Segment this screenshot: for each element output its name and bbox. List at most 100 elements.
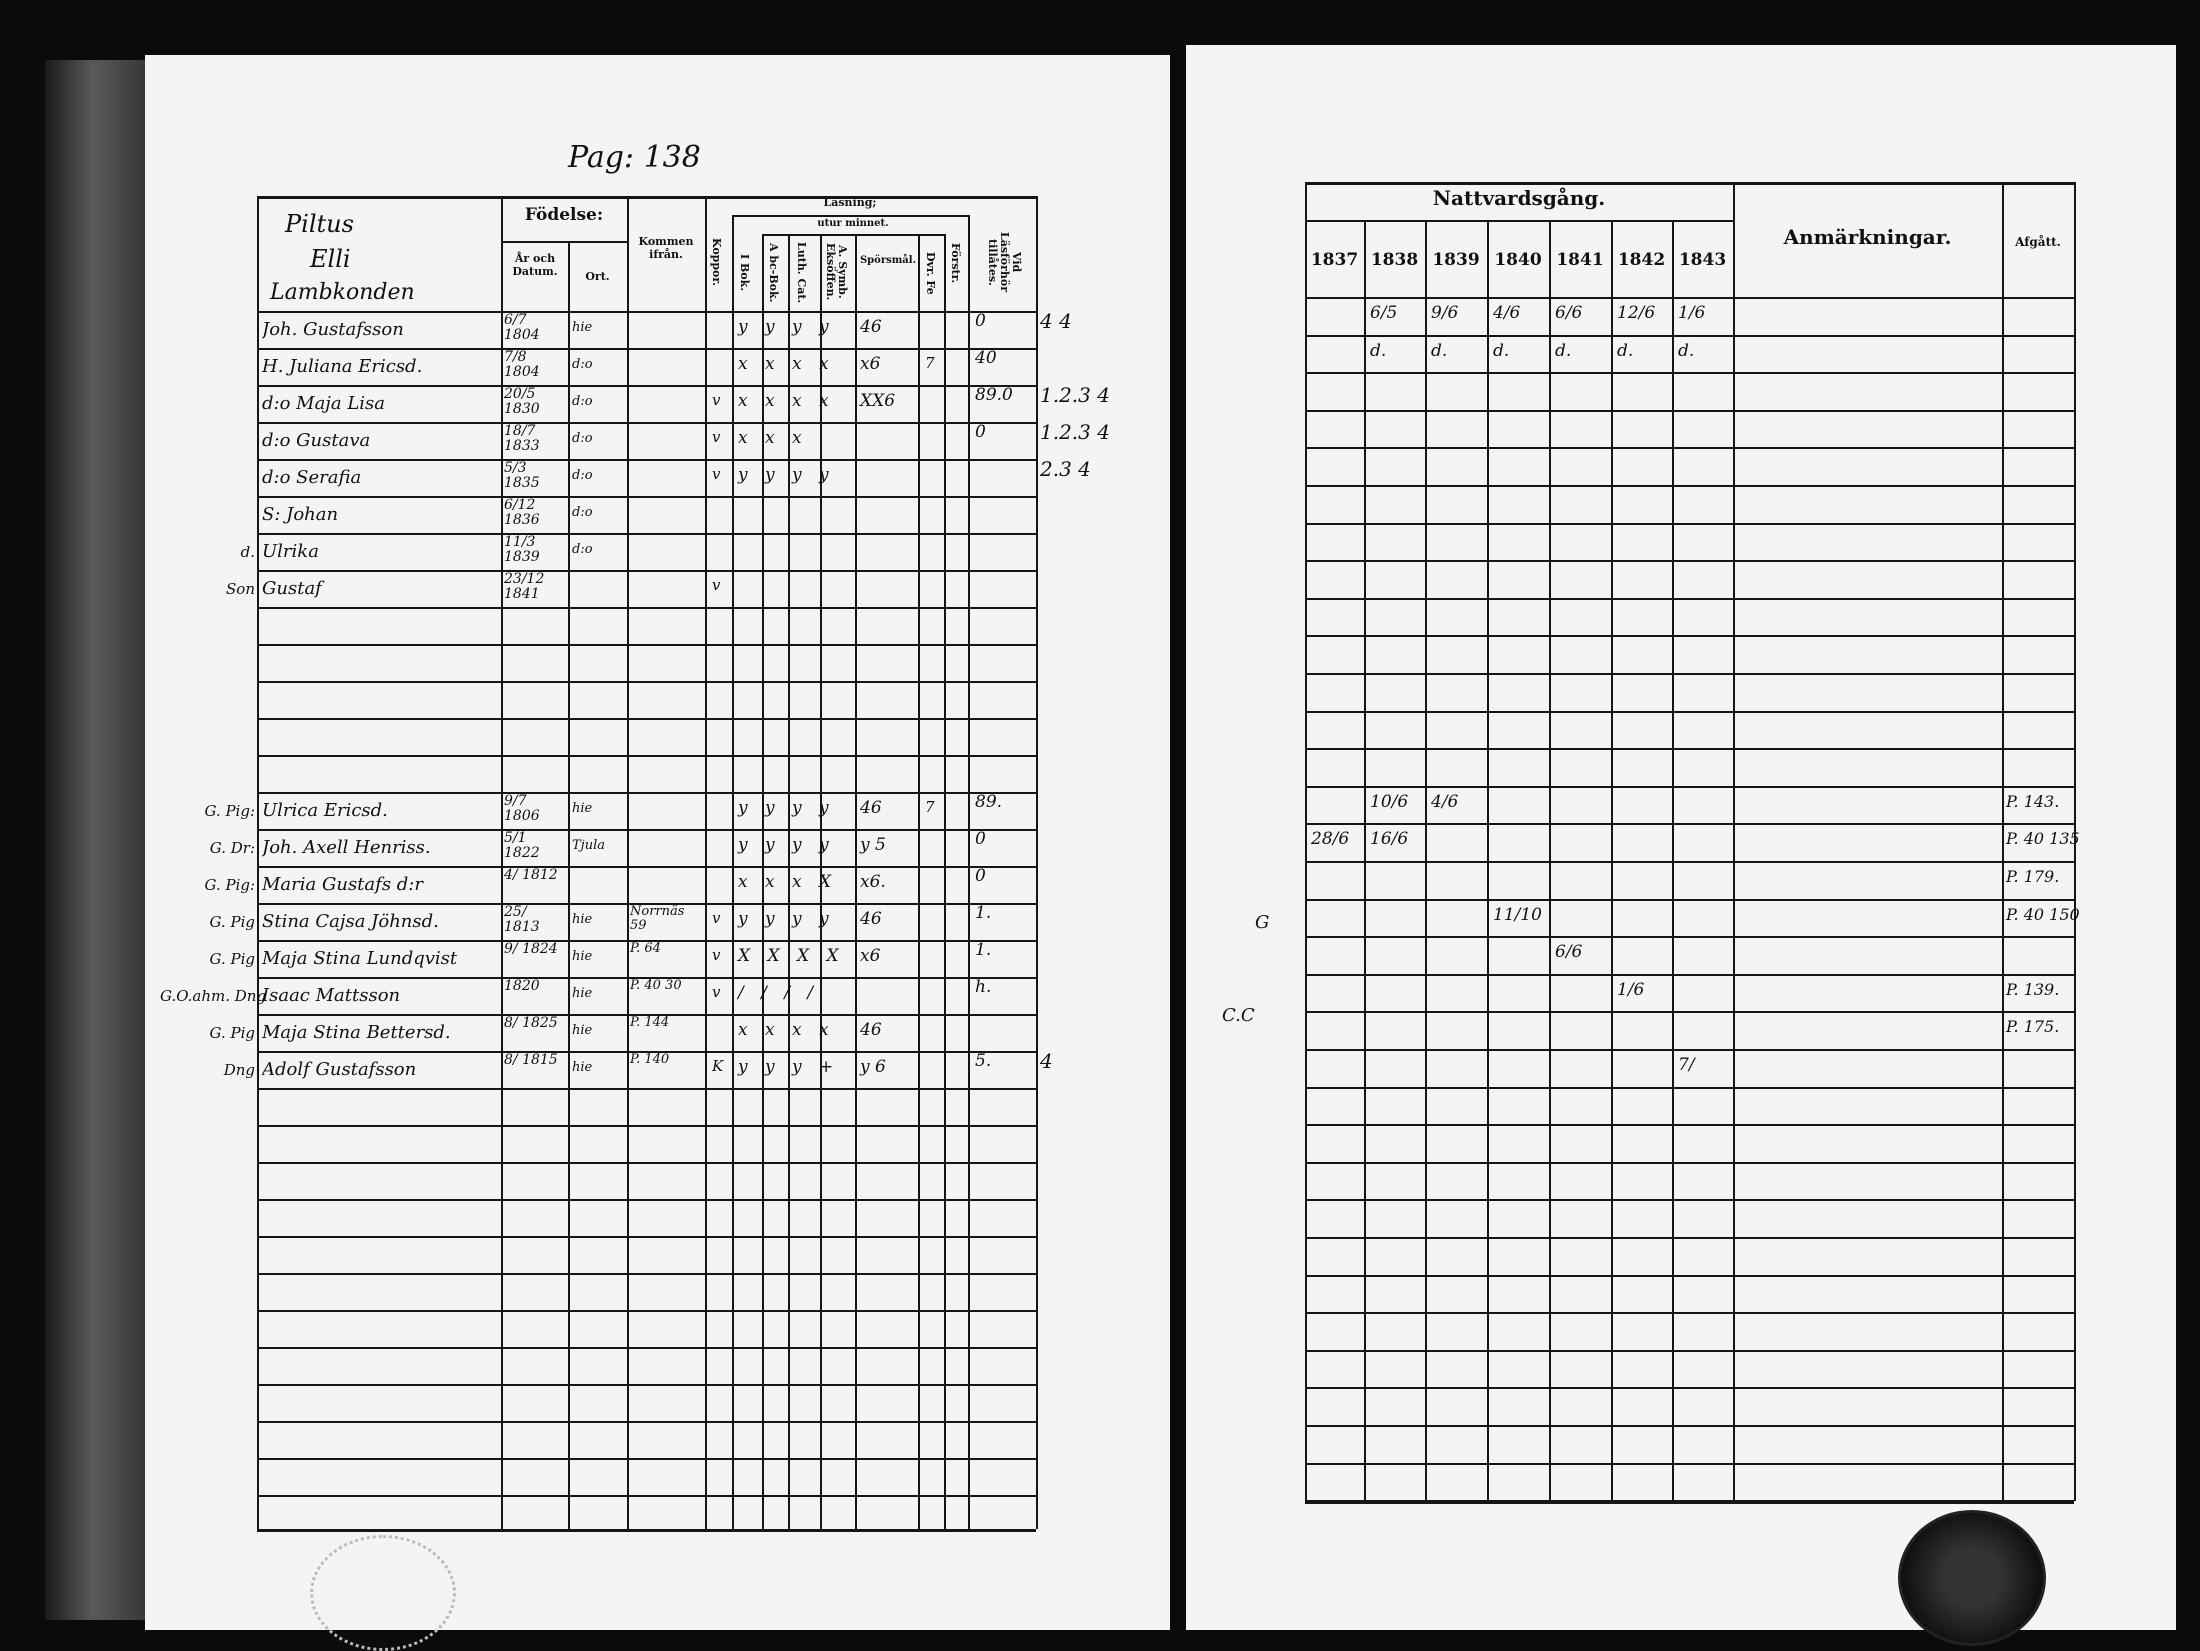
row-rule (1305, 635, 2074, 637)
kommen-ifran: Norrnäs 59 (630, 904, 685, 933)
birth-date: 4/ 1812 (504, 867, 558, 883)
name-col-header-1: Piltus (285, 210, 354, 238)
communion-date: 6/6 (1555, 942, 1583, 962)
year-header-1843: 1843 (1678, 250, 1727, 270)
row-rule (1305, 673, 2074, 675)
row-rule (1305, 372, 2074, 374)
row-rule (1305, 748, 2074, 750)
row-rule (1305, 523, 2074, 525)
column-rule (1672, 220, 1674, 1501)
ort-header: Ort. (585, 270, 610, 283)
lasning-marks: y y y y (738, 317, 835, 337)
sporsmal-mark: x6 (860, 354, 881, 374)
birth-date: 18/7 1833 (504, 423, 540, 454)
row-prefix: Son (226, 580, 255, 598)
column-rule (918, 234, 920, 1529)
column-rule (788, 234, 790, 1529)
column-rule (855, 234, 857, 1529)
row-rule (1305, 711, 2074, 713)
row-rule (1305, 1237, 2074, 1239)
name-col-header-3: Lambkonden (270, 280, 415, 305)
lasning-marks: x x x x (738, 1020, 835, 1040)
row-rule (1305, 1387, 2074, 1389)
birth-date: 23/12 1841 (504, 571, 545, 602)
birth-place: d:o (572, 394, 593, 409)
page-reference: Pag: 138 (568, 140, 701, 175)
year-header-1840: 1840 (1494, 250, 1542, 270)
birth-place: d:o (572, 542, 593, 557)
vid-lasforhor-mark: 5. (975, 1051, 992, 1071)
birth-date: 20/5 1830 (504, 386, 540, 417)
birth-date: 6/7 1804 (504, 312, 540, 343)
person-name: Ulrica Ericsd. (262, 800, 388, 821)
row-rule (1305, 823, 2074, 825)
row-rule (1305, 1312, 2074, 1314)
koppor-mark: v (712, 909, 721, 927)
communion-date: 6/6 (1555, 303, 1583, 323)
afgatt-note: P. 175. (2006, 1017, 2060, 1036)
row-rule (1305, 410, 2074, 412)
communion-date: 4/6 (1493, 303, 1521, 323)
column-rule (501, 196, 503, 1529)
column-rule (705, 196, 707, 1529)
row-rule (1305, 598, 2074, 600)
birth-place: hie (572, 912, 593, 927)
birth-date: 9/ 1824 (504, 941, 558, 957)
dvr-mark: 7 (925, 798, 935, 816)
lasning-marks: x x x X (738, 872, 838, 892)
koppor-mark: v (712, 465, 721, 483)
sporsmal-mark: y 6 (860, 1057, 886, 1077)
row-rule (257, 1162, 1036, 1164)
nattvardsgang-divider (1305, 220, 1733, 222)
communion-date: 28/6 (1311, 829, 1350, 849)
row-rule (257, 1310, 1036, 1312)
person-name: Stina Cajsa Jöhnsd. (262, 911, 439, 932)
communion-date: 10/6 (1370, 792, 1409, 812)
koppor-mark: v (712, 576, 721, 594)
row-prefix: d. (240, 543, 255, 561)
lasning-marks: / / / / (738, 983, 820, 1003)
sporsmal-mark: XX6 (860, 391, 896, 411)
birth-date: 9/7 1806 (504, 793, 540, 824)
person-name: Maja Stina Bettersd. (262, 1022, 451, 1043)
archive-seal (1898, 1510, 2046, 1646)
row-prefix: Dng (223, 1061, 255, 1079)
vid-lasforhor-mark: 0 (975, 829, 986, 849)
lasning-marks: x x x x (738, 391, 835, 411)
row-rule (257, 1458, 1036, 1460)
vid-lasforhor-header: Vid Läsförhör tillåtes. (986, 231, 1023, 293)
sporsmal-mark: 46 (860, 1020, 882, 1040)
row-prefix: G. Pig: (204, 802, 255, 820)
dvr-mark: 7 (925, 354, 935, 372)
communion-date: 1/6 (1678, 303, 1706, 323)
person-name: Joh. Gustafsson (262, 319, 404, 340)
vid-lasforhor-mark: 89.0 (975, 385, 1013, 405)
margin-note: 4 4 (1040, 309, 1072, 333)
i-bok-header: I Bok. (738, 254, 751, 292)
margin-note: 2.3 4 (1040, 457, 1091, 481)
forstr-header: Förstr. (949, 242, 962, 284)
row-rule (257, 1051, 1036, 1053)
vid-lasforhor-mark: h. (975, 977, 992, 997)
person-name: H. Juliana Ericsd. (262, 356, 423, 377)
row-rule (1305, 861, 2074, 863)
margin-note: C.C (1222, 1005, 1255, 1026)
row-rule (1305, 1049, 2074, 1051)
communion-date: 1/6 (1617, 980, 1645, 1000)
vid-lasforhor-mark: 1. (975, 903, 992, 923)
communion-date: 7/ (1678, 1055, 1695, 1075)
birth-date: 11/3 1839 (504, 534, 540, 565)
row-rule (1305, 1011, 2074, 1013)
lasning-marks: y y y + (738, 1057, 840, 1077)
row-rule (1305, 1087, 2074, 1089)
birth-place: hie (572, 1023, 593, 1038)
table-top-rule (1305, 182, 2074, 185)
row-rule (1305, 335, 2074, 337)
row-rule (1305, 899, 2074, 901)
row-rule (257, 718, 1036, 720)
archive-stamp-faint (310, 1535, 456, 1651)
vid-lasforhor-mark: 40 (975, 348, 997, 368)
kommen-ifran-header: Kommen ifrån. (638, 235, 694, 261)
column-rule (1733, 182, 1735, 1501)
communion-date: 4/6 (1431, 792, 1459, 812)
